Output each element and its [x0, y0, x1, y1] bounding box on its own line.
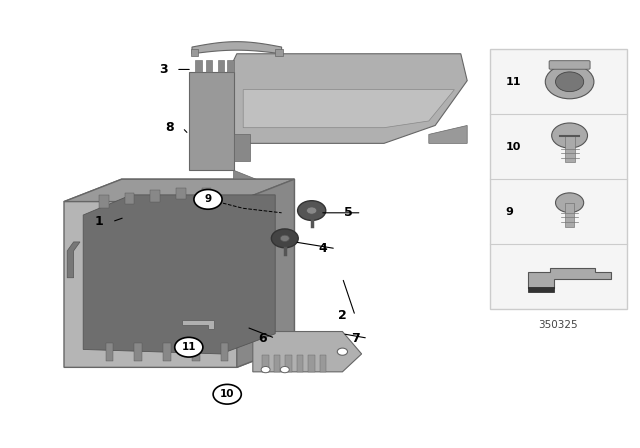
Text: 10: 10 [506, 142, 521, 152]
FancyBboxPatch shape [549, 60, 590, 69]
Circle shape [280, 235, 289, 241]
Bar [565, 202, 574, 228]
Polygon shape [243, 90, 454, 128]
Polygon shape [64, 179, 294, 202]
Bar [195, 60, 202, 72]
Polygon shape [182, 320, 214, 329]
Bar [297, 355, 303, 372]
Text: 9: 9 [204, 194, 212, 204]
Bar [150, 190, 160, 202]
FancyBboxPatch shape [490, 49, 627, 309]
Circle shape [556, 72, 584, 92]
Bar [262, 355, 269, 372]
Polygon shape [211, 54, 467, 143]
Bar [221, 343, 228, 361]
Circle shape [271, 229, 298, 248]
Polygon shape [237, 179, 294, 367]
Text: 5: 5 [344, 206, 353, 220]
Bar [275, 49, 283, 56]
Circle shape [175, 337, 203, 357]
Polygon shape [528, 267, 611, 288]
Bar [134, 343, 142, 361]
Polygon shape [253, 332, 362, 372]
Text: 10: 10 [220, 389, 234, 399]
Bar [125, 193, 134, 204]
Polygon shape [64, 179, 294, 367]
Bar [285, 355, 292, 372]
Text: 11: 11 [182, 342, 196, 352]
Polygon shape [83, 195, 275, 354]
Bar [176, 188, 186, 199]
Circle shape [552, 123, 588, 148]
Bar [565, 135, 575, 162]
Polygon shape [189, 72, 234, 170]
Bar [274, 355, 280, 372]
Bar [218, 60, 224, 72]
Text: 2: 2 [338, 309, 347, 323]
Bar [320, 355, 326, 372]
Bar [99, 195, 109, 208]
Bar [191, 49, 198, 56]
Polygon shape [67, 242, 80, 278]
Text: 7: 7 [351, 332, 360, 345]
Text: 3: 3 [159, 63, 168, 76]
Bar [528, 287, 554, 293]
Text: 11: 11 [506, 77, 521, 87]
Bar [163, 343, 171, 361]
Circle shape [307, 207, 317, 214]
Bar [308, 355, 315, 372]
Polygon shape [234, 134, 250, 161]
Text: 350325: 350325 [539, 320, 578, 330]
Text: 6: 6 [258, 332, 267, 345]
Circle shape [213, 384, 241, 404]
Bar [206, 60, 212, 72]
Bar [192, 343, 200, 361]
Circle shape [337, 348, 348, 355]
Circle shape [545, 65, 594, 99]
Circle shape [280, 366, 289, 373]
Text: 9: 9 [506, 207, 513, 217]
Polygon shape [429, 125, 467, 143]
Circle shape [261, 366, 270, 373]
Polygon shape [192, 42, 282, 54]
Text: 4: 4 [319, 242, 328, 255]
Circle shape [556, 193, 584, 212]
Bar [227, 60, 234, 72]
Polygon shape [234, 170, 256, 193]
Circle shape [194, 190, 222, 209]
Circle shape [298, 201, 326, 220]
Bar [202, 188, 211, 199]
Text: 1: 1 [95, 215, 104, 228]
Text: 8: 8 [165, 121, 174, 134]
Bar [106, 343, 113, 361]
